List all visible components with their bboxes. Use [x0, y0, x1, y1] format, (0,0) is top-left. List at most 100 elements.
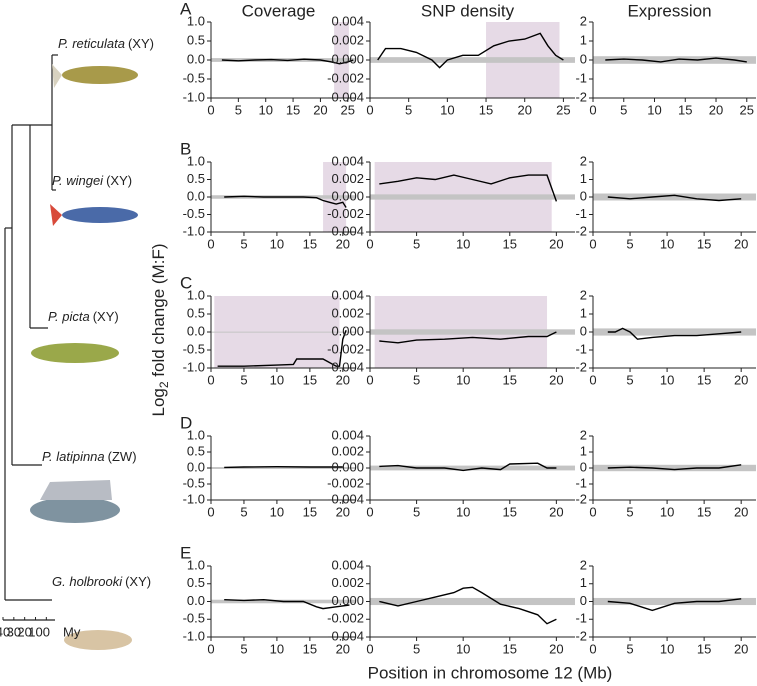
sex-system: (XY) [125, 574, 151, 589]
y-tick-label: -0.002 [327, 341, 364, 356]
moving-average-line [221, 58, 354, 65]
panel-letter: A [180, 0, 192, 18]
y-tick-label: 0.000 [331, 459, 364, 474]
y-tick-label: 0.0 [187, 323, 205, 338]
x-tick-label: 5 [626, 504, 633, 519]
y-tick-label: 0.004 [331, 427, 364, 442]
zero-band [593, 464, 756, 472]
y-tick-label: -1.0 [183, 491, 205, 506]
x-tick-label: 20 [734, 504, 748, 519]
x-tick-label: 5 [413, 504, 420, 519]
x-tick-label: 10 [660, 236, 674, 251]
x-tick-label: 5 [240, 641, 247, 656]
zero-band [370, 465, 575, 471]
species-name: P. picta [48, 309, 90, 324]
x-axis-label: Position in chromosome 12 (Mb) [368, 663, 613, 682]
y-tick-label: -1 [575, 611, 587, 626]
y-axis-label: Log2 fold change (M:F) [149, 243, 171, 416]
x-tick-label: 15 [286, 102, 300, 117]
zero-band [370, 329, 575, 335]
y-tick-label: 0.5 [187, 32, 205, 47]
y-tick-label: 2 [580, 287, 587, 302]
fish [50, 204, 62, 226]
y-tick-label: 0.004 [331, 557, 364, 572]
y-tick-label: 0.000 [331, 323, 364, 338]
x-tick-label: 20 [336, 641, 350, 656]
x-tick-label: 10 [456, 641, 470, 656]
x-tick-label: 10 [456, 236, 470, 251]
moving-average-line [379, 586, 557, 625]
zero-band [593, 328, 756, 336]
fish-images [30, 64, 138, 650]
y-label-rest: fold change (M:F) [149, 243, 168, 381]
y-tick-label: -0.5 [183, 206, 205, 221]
y-tick-label: 0.5 [187, 443, 205, 458]
y-tick-label: 1.0 [187, 287, 205, 302]
moving-average-line [217, 329, 347, 367]
x-tick-label: 0 [589, 641, 596, 656]
y-tick-label: 0.0 [187, 188, 205, 203]
species-label: P. picta (XY) [48, 309, 119, 324]
y-tick-label: -0.5 [183, 611, 205, 626]
x-tick-label: 10 [456, 504, 470, 519]
x-tick-label: 15 [697, 236, 711, 251]
panel-letter: C [180, 273, 192, 292]
species-name: P. reticulata [58, 36, 125, 51]
y-tick-label: -1 [575, 70, 587, 85]
fish [62, 66, 138, 84]
y-tick-label: -1.0 [183, 89, 205, 104]
moving-average-line [224, 465, 343, 469]
y-tick-label: -0.004 [327, 359, 364, 374]
scale-unit: My [63, 624, 81, 639]
x-tick-label: 20 [709, 102, 723, 117]
column-title: SNP density [421, 1, 515, 20]
y-tick-label: 1 [580, 443, 587, 458]
y-tick-label: -0.002 [327, 206, 364, 221]
x-tick-label: 20 [549, 504, 563, 519]
y-tick-label: 2 [580, 153, 587, 168]
y-tick-label: 2 [580, 557, 587, 572]
x-tick-label: 20 [734, 372, 748, 387]
x-tick-label: 0 [366, 236, 373, 251]
x-tick-label: 0 [207, 504, 214, 519]
zero-band [211, 331, 356, 333]
species-label: G. holbrooki (XY) [52, 574, 151, 589]
x-tick-label: 15 [303, 372, 317, 387]
x-tick-label: 25 [556, 102, 570, 117]
x-tick-label: 5 [405, 102, 412, 117]
x-tick-label: 10 [270, 372, 284, 387]
y-tick-label: 0.004 [331, 287, 364, 302]
species-label: P. wingei (XY) [52, 173, 132, 188]
y-tick-label: -0.002 [327, 475, 364, 490]
y-tick-label: 0.0 [187, 51, 205, 66]
y-tick-label: 1.0 [187, 153, 205, 168]
y-tick-label: 0.5 [187, 575, 205, 590]
x-tick-label: 10 [660, 504, 674, 519]
moving-average-line [379, 174, 558, 202]
y-tick-label: -1.0 [183, 628, 205, 643]
panel-letter: B [180, 139, 191, 158]
moving-average-line [607, 327, 742, 340]
x-tick-label: 10 [258, 102, 272, 117]
zero-band [370, 194, 575, 200]
x-tick-label: 10 [456, 372, 470, 387]
x-tick-label: 20 [549, 641, 563, 656]
x-tick-label: 0 [366, 102, 373, 117]
x-tick-label: 10 [660, 372, 674, 387]
moving-average-line [224, 598, 350, 610]
y-tick-label: 0.5 [187, 305, 205, 320]
y-tick-label: -0.5 [183, 475, 205, 490]
moving-average-line [379, 462, 557, 472]
x-tick-label: 10 [270, 641, 284, 656]
y-tick-label: -2 [575, 628, 587, 643]
sex-system: (XY) [106, 173, 132, 188]
x-tick-label: 0 [589, 102, 596, 117]
x-tick-label: 20 [336, 236, 350, 251]
x-tick-label: 20 [336, 372, 350, 387]
x-tick-label: 10 [270, 504, 284, 519]
x-tick-label: 0 [589, 372, 596, 387]
y-tick-label: 1.0 [187, 13, 205, 28]
x-tick-label: 25 [740, 102, 754, 117]
y-tick-label: -1 [575, 341, 587, 356]
